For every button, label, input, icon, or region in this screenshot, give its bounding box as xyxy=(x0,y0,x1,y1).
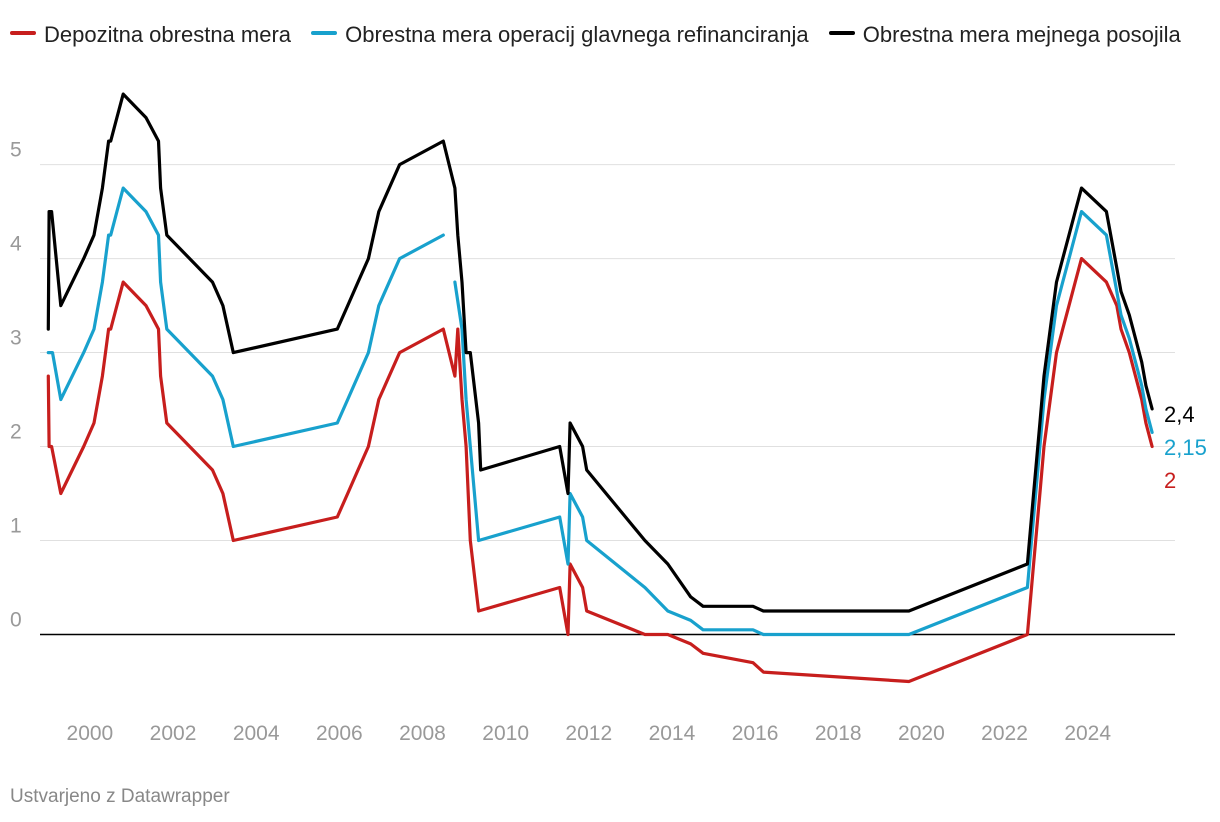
y-tick-label: 2 xyxy=(10,421,22,444)
legend-label-deposit: Depozitna obrestna mera xyxy=(44,22,292,48)
series-line-mro xyxy=(453,210,1154,637)
legend-swatch-mro xyxy=(311,31,338,36)
credit-text: Ustvarjeno z Datawrapper xyxy=(10,786,230,807)
x-tick-label: 2014 xyxy=(649,722,696,745)
legend-label-mro: Obrestna mera operacij glavnega refinanc… xyxy=(345,22,809,48)
x-tick-label: 2024 xyxy=(1064,722,1111,745)
legend-item-marginal: Obrestna mera mejnega posojila xyxy=(828,14,1181,55)
y-tick-label: 4 xyxy=(10,233,22,256)
x-tick-label: 2016 xyxy=(732,722,779,745)
legend-swatch-marginal xyxy=(828,31,855,36)
end-label-deposit: 2 xyxy=(1164,468,1176,493)
x-tick-label: 2000 xyxy=(67,722,114,745)
x-tick-label: 2004 xyxy=(233,722,280,745)
y-tick-label: 1 xyxy=(10,515,22,538)
series-line-deposit xyxy=(46,257,1154,684)
y-tick-label: 3 xyxy=(10,327,22,350)
end-label-marginal: 2,4 xyxy=(1164,402,1195,427)
y-tick-label: 5 xyxy=(10,139,22,162)
series-line-marginal xyxy=(46,92,1154,613)
legend-item-mro: Obrestna mera operacij glavnega refinanc… xyxy=(311,14,809,55)
x-tick-label: 2008 xyxy=(399,722,446,745)
x-tick-label: 2022 xyxy=(981,722,1028,745)
legend-label-marginal: Obrestna mera mejnega posojila xyxy=(862,22,1181,48)
x-tick-label: 2010 xyxy=(482,722,529,745)
x-tick-label: 2012 xyxy=(565,722,612,745)
series-line-mro xyxy=(46,186,445,449)
x-tick-label: 2018 xyxy=(815,722,862,745)
x-tick-label: 2006 xyxy=(316,722,363,745)
legend-swatch-deposit xyxy=(10,31,36,36)
line-chart: 0 1 2 3 4 5 2000 2002 2004 2006 2008 2010 2012 2014 20… xyxy=(10,92,1207,745)
legend-item-deposit: Depozitna obrestna mera xyxy=(10,14,291,55)
y-tick-label: 0 xyxy=(10,609,22,632)
x-tick-label: 2002 xyxy=(150,722,197,745)
end-label-mro: 2,15 xyxy=(1164,435,1207,460)
chart-legend: Depozitna obrestna mera Obrestna mera op… xyxy=(10,14,1210,55)
x-tick-label: 2020 xyxy=(898,722,945,745)
